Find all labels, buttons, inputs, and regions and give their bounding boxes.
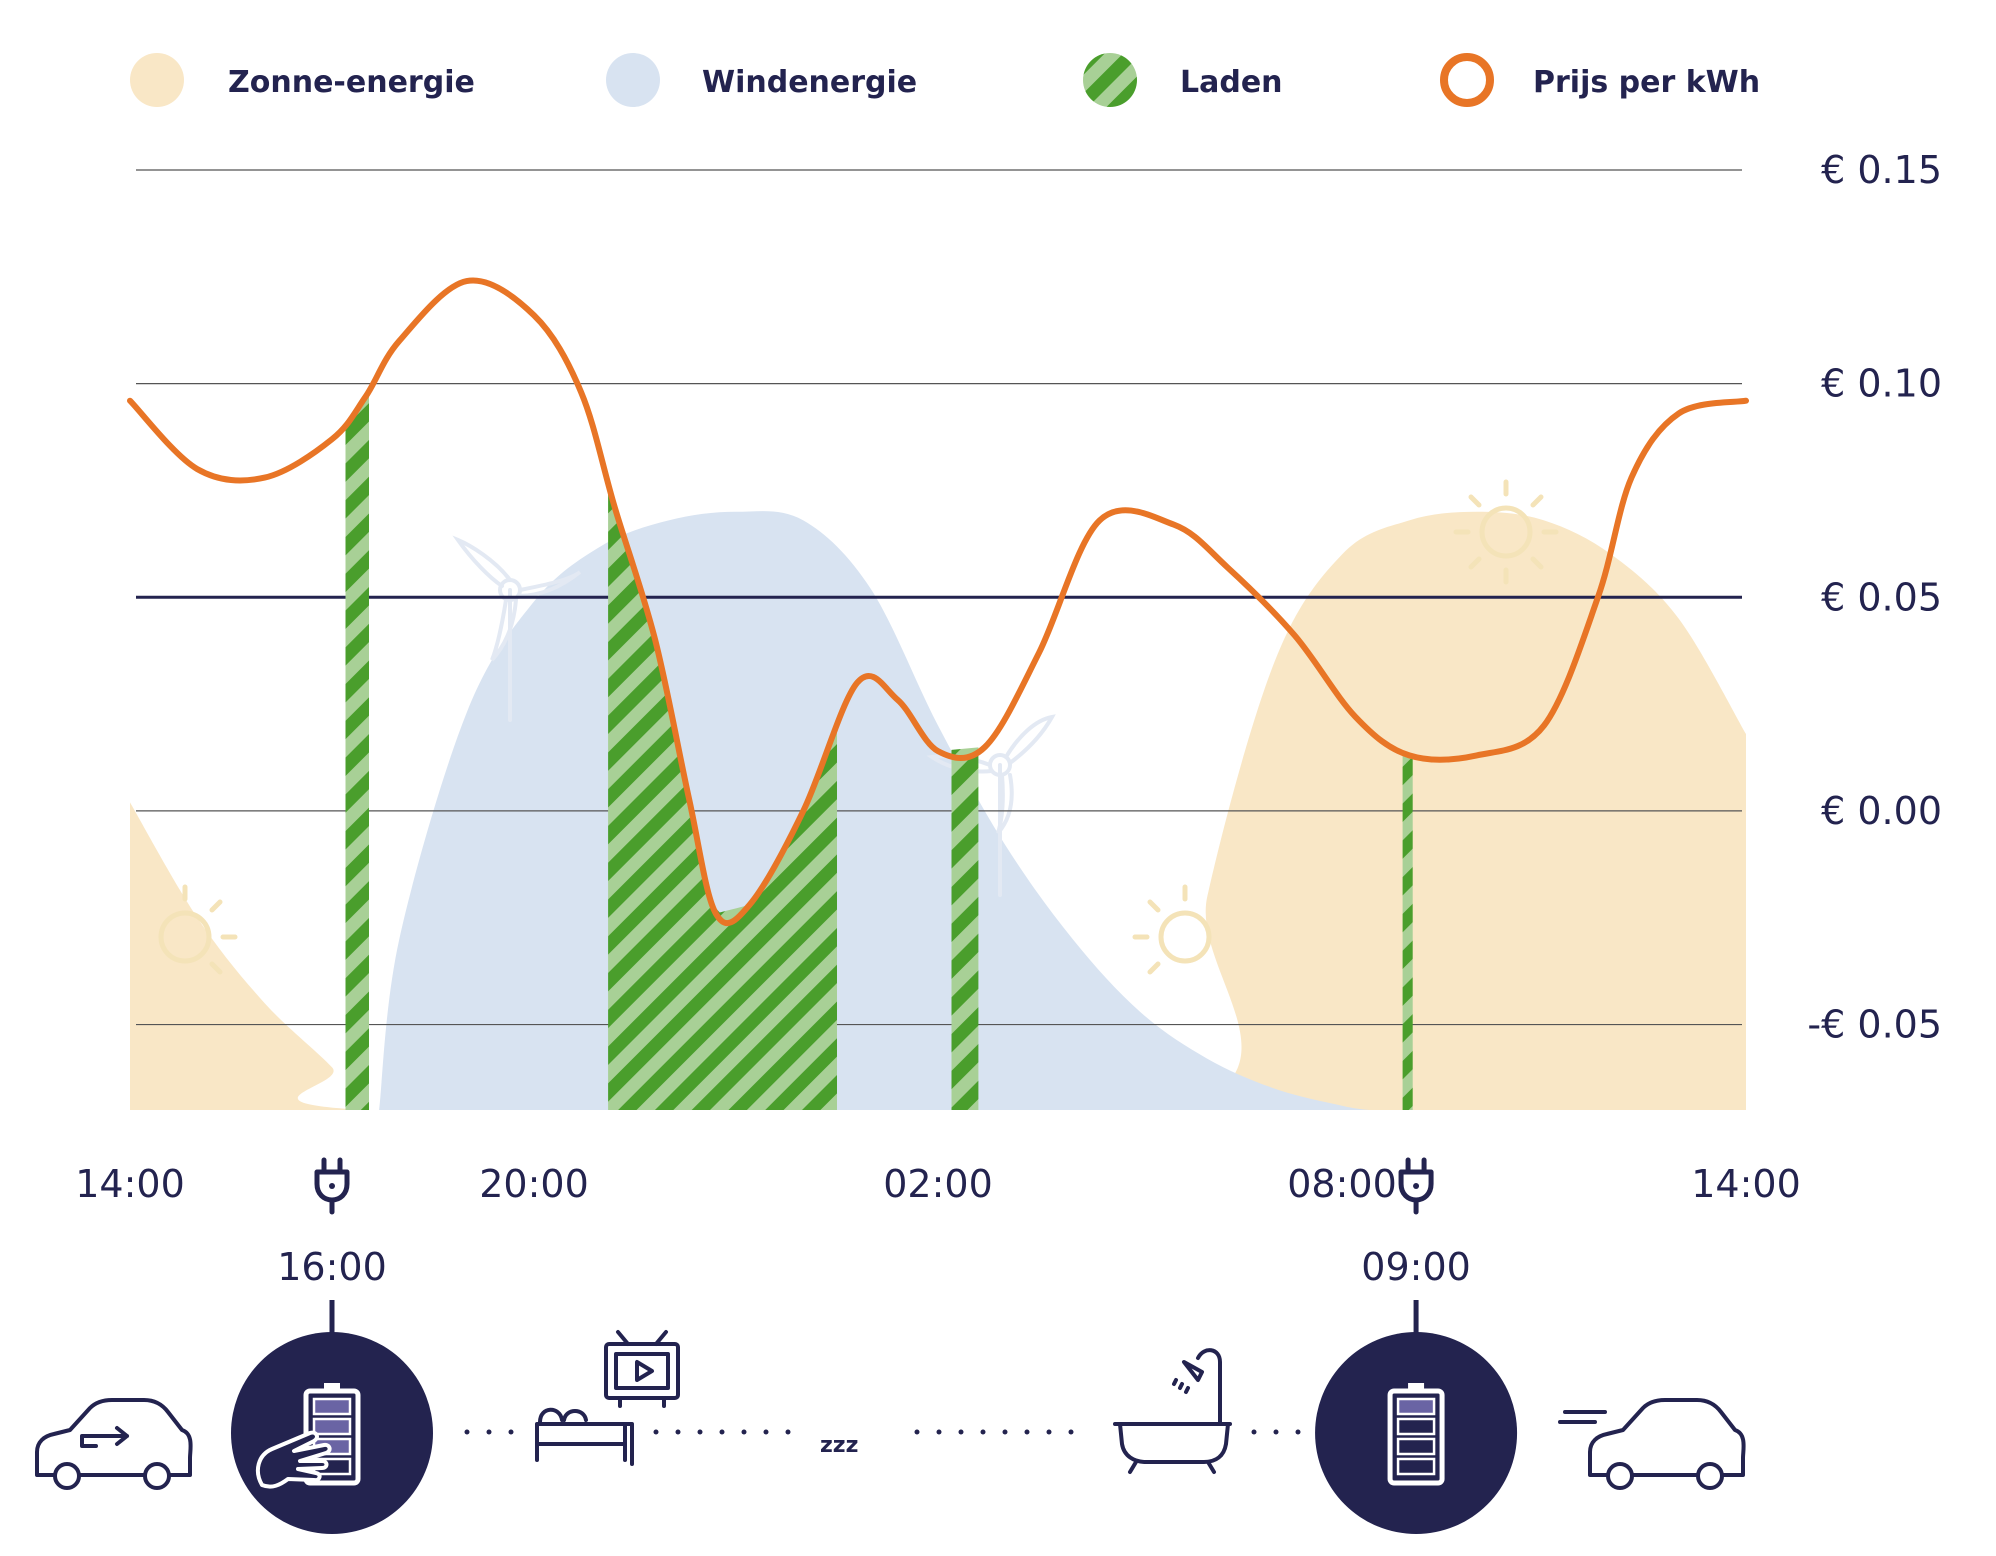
sun-icon [1453,479,1559,585]
grid-lines [136,169,1742,1026]
plug-icon [314,1157,350,1215]
y-tick-label: € 0.00 [1821,789,1942,833]
legend-swatch-solar [130,53,184,107]
plot-areas [130,511,1746,1110]
legend-label-solar: Zonne-energie [228,65,475,100]
car-driving-icon [1558,1398,1746,1490]
tv-icon [604,1330,680,1408]
y-tick-label: -€ 0.05 [1807,1003,1942,1047]
y-tick-label: € 0.15 [1821,148,1942,192]
battery-full-icon [1387,1383,1445,1486]
legend-label-charge: Laden [1180,65,1283,100]
car-plugin-icon [35,1398,193,1490]
charging-intervals [345,390,1413,1110]
timeline: zzz [35,1330,1746,1490]
x-tick-label: 14:00 [75,1162,185,1206]
price-line-layer [127,277,1749,927]
legend-swatch-charge [1083,53,1137,107]
wind-turbine-icon [452,535,582,722]
solar-energy-area [130,511,1746,1110]
marker-2: 09:00 [1315,1157,1518,1534]
decor-icons [158,479,1559,975]
y-tick-label: € 0.10 [1821,362,1942,406]
x-tick-label: 08:00 [1287,1162,1397,1206]
sun-icon [158,884,238,975]
plug-markers: 16:00 09:00 [231,1157,1518,1534]
sleep-text: zzz [820,1433,858,1458]
charging-bar-4 [1402,750,1413,1110]
bathtub-icon [1113,1348,1232,1474]
x-tick-label: 02:00 [883,1162,993,1206]
legend-label-wind: Windenergie [702,65,917,100]
dots-separator [464,1429,1301,1435]
charging-bar-3 [951,747,979,1110]
battery-charging-icon [303,1383,361,1486]
legend-swatch-price [1440,53,1494,107]
marker-1: 16:00 [231,1157,433,1534]
legend-swatch-wind [606,53,660,107]
hand-icon [255,1430,332,1489]
x-tick-label: 14:00 [1691,1162,1801,1206]
x-axis-labels: 14:00 20:00 02:00 08:00 14:00 [75,1162,1801,1206]
bed-icon [535,1407,634,1466]
plug-icon [1398,1157,1434,1215]
price-line [127,277,1749,927]
marker-time-label: 16:00 [277,1245,387,1289]
legend-label-price: Prijs per kWh [1533,65,1760,100]
sleep-icon: zzz [820,1433,858,1458]
y-axis-labels: € 0.15 € 0.10 € 0.05 € 0.00 -€ 0.05 [1807,148,1942,1047]
y-tick-label: € 0.05 [1821,575,1942,619]
sun-icon [1132,884,1212,975]
charging-bar-2 [608,484,837,1110]
x-tick-label: 20:00 [479,1162,589,1206]
charging-bar-1 [345,390,369,1110]
legend: Zonne-energie Windenergie Laden Prijs pe… [130,53,1760,107]
marker-time-label: 09:00 [1361,1245,1471,1289]
